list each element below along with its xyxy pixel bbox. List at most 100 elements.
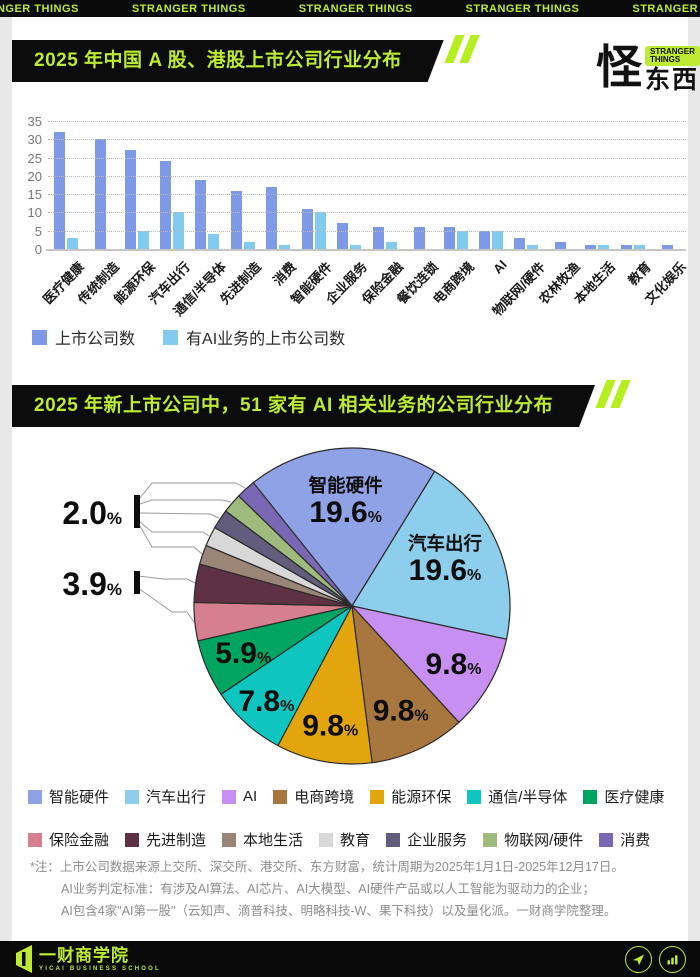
legend-label: 通信/半导体 (488, 789, 568, 806)
pie-chart-legend: 智能硬件 汽车出行 AI 电商跨境 能源环保 通信/半导体 医疗健康 保险金融 先进制造 本地生活… (28, 786, 680, 850)
pie-legend-item-物联网/硬件: 物联网/硬件 (483, 829, 583, 850)
bar-有AI业务的上市公司数-物联网/硬件 (527, 245, 539, 249)
legend-label: 能源环保 (391, 789, 452, 806)
gridline (48, 121, 686, 122)
pie-legend-item-先进制造: 先进制造 (125, 829, 206, 850)
bar-group-文化娱乐 (650, 121, 685, 249)
bar-上市公司数-AI (478, 230, 490, 249)
yicai-logo-subtext: YICAI BUSINESS SCHOOL (39, 965, 161, 972)
pie-legend-item-教育: 教育 (319, 829, 370, 850)
bar-有AI业务的上市公司数-教育 (633, 245, 645, 249)
bar-上市公司数-能源环保 (124, 150, 136, 249)
pie-legend-item-保险金融: 保险金融 (28, 829, 109, 850)
pie-label-name-汽车出行: 汽车出行 (408, 533, 483, 554)
legend-label: 电商跨境 (294, 789, 355, 806)
paper-plane-icon (632, 954, 645, 965)
pie-label-pct-通信/半导体: 7.8% (238, 685, 294, 718)
logo-badge: STRANGER THINGS (645, 46, 700, 66)
legend-swatch (386, 832, 401, 847)
legend-label: 教育 (340, 832, 371, 849)
bar-有AI业务的上市公司数-能源环保 (137, 230, 149, 249)
y-tick-label: 20 (27, 168, 42, 184)
pie-slice-消费 (237, 481, 353, 607)
legend-label: 医疗健康 (604, 789, 665, 806)
legend-swatch (599, 832, 614, 847)
bar-有AI业务的上市公司数-消费 (279, 245, 291, 249)
share-button[interactable] (625, 945, 652, 973)
pie-legend-item-汽车出行: 汽车出行 (125, 786, 206, 807)
bar-group-企业服务 (332, 121, 367, 249)
bar-有AI业务的上市公司数-企业服务 (350, 245, 362, 249)
pie-label-pct-医疗健康: 5.9% (215, 637, 271, 670)
legend-swatch (28, 789, 42, 804)
gridline (48, 139, 686, 141)
legend-label: 本地生活 (243, 832, 304, 849)
pie-legend-item-本地生活: 本地生活 (222, 829, 303, 850)
bar-有AI业务的上市公司数-医疗健康 (66, 238, 78, 249)
x-axis-line (46, 249, 686, 251)
legend-swatch (483, 832, 498, 847)
callout-bracket (134, 495, 140, 528)
legend-label: 智能硬件 (49, 789, 110, 806)
legend-item-上市公司数: 上市公司数 (32, 325, 135, 349)
logo-main-char: 怪 (596, 41, 642, 93)
legend-swatch (163, 329, 179, 345)
bar-上市公司数-企业服务 (337, 223, 349, 249)
pie-callout-2pct: 2.0% (62, 495, 122, 531)
bar-上市公司数-文化娱乐 (661, 245, 673, 249)
pie-legend-item-电商跨境: 电商跨境 (273, 786, 354, 807)
gridline (48, 212, 686, 214)
section1-title: 2025 年中国 A 股、港股上市公司行业分布 (34, 50, 402, 71)
bar-group-农林牧渔 (544, 121, 579, 249)
y-tick-label: 10 (27, 205, 42, 221)
bar-上市公司数-电商跨境 (443, 227, 455, 249)
footnotes: *注：上市公司数据来源上交所、深交所、港交所、东方财富，统计周期为2025年1月… (30, 856, 624, 922)
yicai-logo: 一财商学院 YICAI BUSINESS SCHOOL (14, 944, 161, 974)
bar-chart-plot-area (46, 121, 686, 251)
y-tick-label: 35 (27, 114, 42, 129)
gridline (48, 230, 686, 232)
bar-chart-legend: 上市公司数 有AI业务的上市公司数 (32, 325, 345, 349)
top-marquee-banner: STRANGER THINGS STRANGER THINGS STRANGER T… (0, 0, 700, 17)
legend-swatch (319, 832, 334, 847)
y-tick-label: 15 (27, 187, 42, 203)
pie-label-name-智能硬件: 智能硬件 (309, 475, 383, 496)
legend-label: 企业服务 (407, 832, 468, 849)
legend-swatch (32, 329, 47, 345)
stats-button[interactable] (659, 945, 686, 973)
section1-title-banner: 2025 年中国 A 股、港股上市公司行业分布 (12, 40, 444, 82)
bar-group-能源环保 (119, 121, 154, 249)
gridline (48, 157, 686, 159)
bar-group-消费 (261, 121, 296, 249)
y-tick-label: 0 (34, 242, 42, 257)
bar-group-本地生活 (580, 121, 615, 249)
callout-value: 3.9 (62, 566, 107, 602)
bar-上市公司数-先进制造 (230, 190, 242, 249)
callout-leader-line (139, 499, 232, 505)
marquee-text: STRANGER THINGS (465, 2, 580, 15)
section2-title-row: 2025 年新上市公司中，51 家有 AI 相关业务的公司行业分布 (12, 380, 631, 427)
signal-bars-icon (667, 954, 678, 964)
bar-上市公司数-教育 (620, 245, 632, 249)
section2-title-banner: 2025 年新上市公司中，51 家有 AI 相关业务的公司行业分布 (12, 385, 595, 427)
callout-leader-line (139, 521, 210, 537)
pie-legend-item-智能硬件: 智能硬件 (28, 786, 109, 807)
legend-swatch (583, 789, 598, 804)
bar-group-电商跨境 (438, 121, 473, 249)
marquee-text: STRANGER THINGS (632, 2, 700, 15)
bar-group-教育 (615, 121, 650, 249)
legend-label: 物联网/硬件 (504, 832, 584, 849)
callout-leader-line (139, 512, 220, 519)
callout-leader-line (137, 587, 195, 623)
bar-有AI业务的上市公司数-电商跨境 (456, 230, 468, 249)
bar-group-医疗健康 (48, 121, 83, 249)
pie-slice-智能硬件 (251, 447, 436, 608)
bar-有AI业务的上市公司数-先进制造 (243, 241, 255, 249)
bar-上市公司数-消费 (266, 186, 278, 249)
marquee-text: STRANGER THINGS (131, 2, 246, 15)
legend-swatch (222, 832, 237, 847)
callout-leader-line (139, 525, 203, 555)
legend-label: 消费 (620, 832, 651, 849)
yicai-flag-icon (16, 945, 32, 973)
